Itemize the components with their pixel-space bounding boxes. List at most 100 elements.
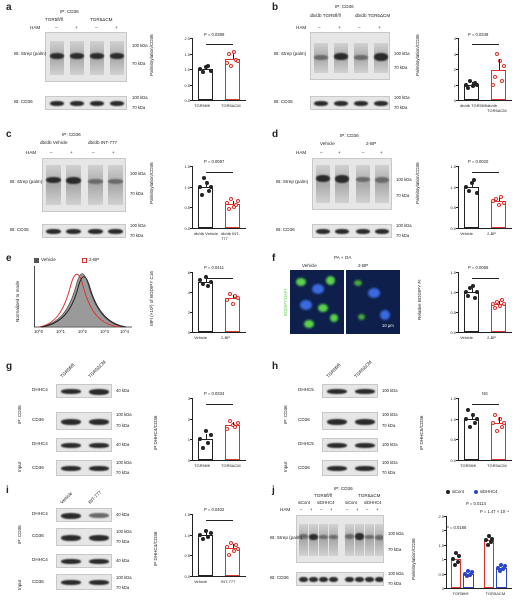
micro-side-label-f: BODIPY/DAPI (283, 289, 288, 316)
mw-a-1: 100 kDa (132, 43, 148, 48)
data-point (227, 292, 232, 296)
y-tick-label: 0 (187, 458, 190, 463)
y-axis (192, 398, 193, 460)
lane-label-h-1: TGR5fl/fl (325, 362, 342, 379)
y-tick-label: 1.0 (184, 532, 190, 538)
legend-j-dot-sidhhc4 (474, 490, 478, 494)
x-axis (458, 460, 512, 461)
data-point (208, 68, 213, 73)
data-point (455, 560, 460, 565)
y-tick-label: 0.5 (438, 571, 444, 577)
data-point (227, 207, 232, 212)
error-bar (232, 422, 234, 425)
x-tick-label: db/db INT-777 (221, 231, 240, 241)
data-point (464, 574, 469, 579)
pvalue-e: P = 0.0411 (204, 265, 224, 270)
row-label-g-4: CD36 (32, 465, 44, 470)
data-point (474, 190, 479, 195)
side-label-i-input: Input (17, 579, 22, 590)
y-tick-mark (190, 166, 192, 167)
group-label-c-1: db/db Vehicle (40, 140, 68, 145)
data-point (203, 528, 208, 533)
data-point (200, 70, 205, 75)
lane-label-i-1: Vehicle (59, 490, 74, 505)
row-label-g-1: DHHC4 (32, 387, 48, 392)
mw-g-3: 70 kDa (116, 423, 130, 428)
bar-siCont (483, 540, 495, 588)
data-point (467, 573, 472, 578)
data-point (198, 532, 203, 537)
data-point (229, 63, 234, 68)
ham-sign-c-3: – (92, 150, 95, 155)
data-point (233, 543, 238, 547)
x-tick-label: TGR5ΔCM (485, 591, 506, 596)
pvalue-j-right: P = 1.47 × 10⁻⁴ (480, 509, 510, 514)
mw-d-2: 70 kDa (396, 193, 410, 198)
y-tick-label: 2.5 (438, 514, 444, 519)
xtick-e-5: 10^4 (120, 329, 129, 334)
blot-b-cd36 (310, 96, 390, 110)
significance-bracket (471, 172, 499, 173)
data-point (200, 282, 205, 286)
y-tick-mark (444, 530, 446, 532)
mw-h-6: 70 kDa (382, 470, 396, 475)
data-point (491, 302, 496, 306)
data-point (235, 59, 240, 64)
ham-sign-a-3: – (95, 25, 98, 30)
x-tick-label: db/db Vehicle (194, 231, 219, 236)
y-axis (458, 272, 459, 332)
data-point (208, 184, 213, 189)
y-tick-label: 0.5 (450, 205, 456, 211)
y-tick-label: 1.5 (184, 164, 190, 169)
data-point (206, 284, 211, 288)
data-point (500, 567, 505, 572)
data-point (227, 553, 232, 558)
data-point (225, 60, 230, 65)
ham-sign-d-4: + (380, 150, 383, 155)
significance-bracket (471, 278, 499, 279)
y-axis (458, 398, 459, 460)
ham-sign-j-2: + (310, 507, 313, 512)
data-point (466, 188, 471, 193)
mw-i-2: 100 kDa (116, 529, 132, 534)
y-tick-label: 2 (453, 67, 456, 72)
y-tick-mark (190, 555, 192, 557)
legend-j-label-sicont: siCont (452, 489, 464, 494)
error-bar (205, 66, 207, 69)
error-bar (205, 279, 207, 282)
y-tick-mark (456, 332, 458, 333)
mw-d-1: 100 kDa (396, 177, 412, 182)
y-tick-mark (456, 439, 458, 441)
error-bar (471, 182, 473, 187)
y-tick-mark (190, 312, 192, 313)
data-point (495, 429, 500, 434)
mw-j-1: 100 kDa (388, 531, 404, 536)
y-tick-mark (190, 100, 192, 101)
mw-b-4: 70 kDa (394, 105, 408, 110)
y-tick-mark (456, 292, 458, 293)
y-tick-mark (190, 534, 192, 536)
ham-sign-d-2: + (338, 150, 341, 155)
data-point (231, 205, 236, 210)
panel-label-f: f (272, 253, 276, 264)
ham-label-j: HAM (280, 507, 291, 512)
y-tick-mark (190, 272, 192, 273)
data-point (499, 79, 504, 84)
ylabel-c: Palmitoylation/CD36 (149, 162, 154, 204)
y-tick-mark (444, 588, 446, 589)
micrograph-vehicle (290, 270, 344, 334)
y-tick-mark (190, 514, 192, 515)
y-tick-mark (456, 272, 458, 273)
data-point (491, 420, 496, 425)
blot-label-j-cd36: IB: CD36 (270, 575, 289, 580)
group-label-c-2: db/db INT-777 (88, 140, 118, 145)
xtick-e-3: 10^2 (78, 329, 87, 334)
mw-c-3: 100 kDa (130, 223, 146, 228)
y-tick-mark (190, 332, 192, 333)
xtick-e-1: 10^0 (34, 329, 43, 334)
mw-a-3: 100 kDa (132, 95, 148, 100)
subgroup-label-j-2: siDHHC4 (317, 500, 335, 505)
blot-i-3 (56, 554, 112, 568)
ham-sign-a-4: + (115, 25, 118, 30)
micro-group-f-2: 2-BP (358, 263, 369, 268)
